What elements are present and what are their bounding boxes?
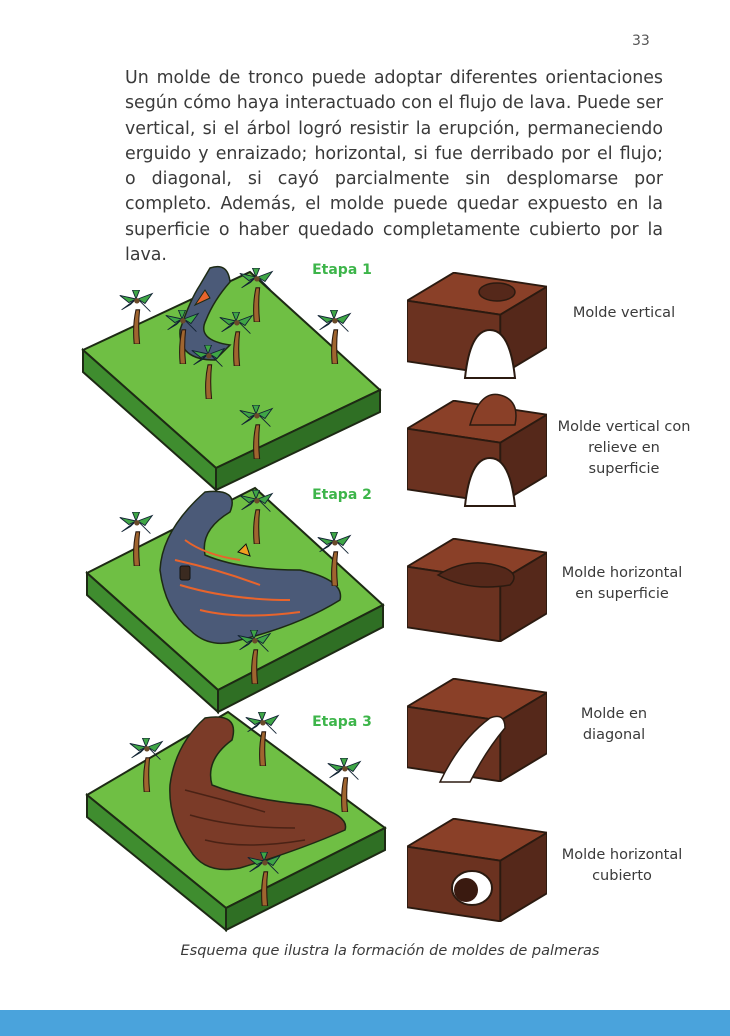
mold-label-diagonal: Molde en diagonal <box>580 706 648 743</box>
stage-label-1: Etapa 1 <box>312 262 372 278</box>
mold-horizontal-surface-illustration <box>407 538 547 642</box>
mold-label-vertical: Molde vertical <box>572 305 676 321</box>
footer-bar <box>0 1010 730 1036</box>
page-number: 33 <box>632 33 650 49</box>
stage-label-2: Etapa 2 <box>312 487 372 503</box>
mold-label-horizontal-covered: Molde horizontal cubierto <box>561 847 683 884</box>
mold-horizontal-covered-illustration <box>407 818 547 922</box>
stage-2-block <box>85 486 385 715</box>
figure-caption: Esquema que ilustra la formación de mold… <box>180 943 600 959</box>
stage-1-block <box>81 265 382 493</box>
stage-3-block <box>85 710 387 933</box>
mold-label-vertical-relief: Molde vertical con relieve en superficie <box>557 419 691 477</box>
mold-vertical-illustration <box>407 272 547 379</box>
mold-vertical-relief-illustration <box>407 393 547 507</box>
stage-label-3: Etapa 3 <box>312 714 372 730</box>
mold-diagonal-illustration <box>407 678 547 783</box>
mold-label-horizontal-surface: Molde horizontal en superficie <box>561 565 683 602</box>
intro-paragraph: Un molde de tronco puede adoptar diferen… <box>125 68 663 266</box>
